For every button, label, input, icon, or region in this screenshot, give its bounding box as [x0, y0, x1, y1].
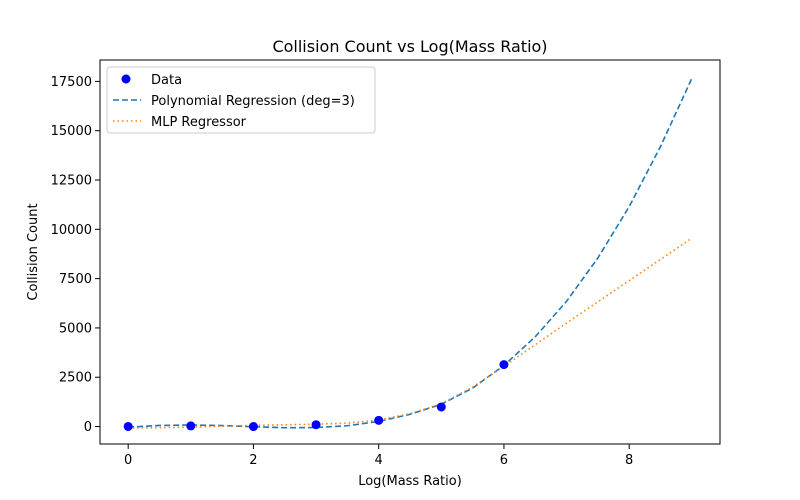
plot-frame: [99, 59, 721, 445]
y-tick-label: 10000: [51, 223, 92, 238]
y-tick-label: 17500: [51, 75, 92, 90]
y-tick-label: 5000: [59, 321, 92, 336]
y-tick-label: 0: [84, 420, 92, 435]
mlp-regressor-line: [128, 237, 693, 429]
legend-marker-data: [121, 74, 131, 84]
data-point: [499, 360, 509, 370]
x-tick-label: 0: [124, 453, 132, 468]
data-point: [374, 415, 384, 425]
legend: Data Polynomial Regression (deg=3) MLP Reg…: [106, 66, 376, 134]
data-point: [436, 402, 446, 412]
legend-label: Data: [151, 73, 182, 88]
legend-box: [106, 66, 376, 134]
x-tick-label: 2: [249, 453, 257, 468]
legend-label: MLP Regressor: [151, 115, 247, 130]
chart-title: Collision Count vs Log(Mass Ratio): [272, 37, 547, 56]
y-tick-label: 12500: [51, 174, 92, 189]
x-tick-label: 6: [500, 453, 508, 468]
data-point: [311, 420, 321, 430]
x-tick-label: 4: [375, 453, 383, 468]
polynomial-regression-line: [128, 78, 693, 429]
x-axis-label: Log(Mass Ratio): [358, 474, 462, 489]
y-axis-label: Collision Count: [26, 203, 41, 300]
data-point: [123, 421, 133, 431]
legend-label: Polynomial Regression (deg=3): [151, 94, 355, 109]
x-tick-label: 8: [625, 453, 633, 468]
y-tick-label: 2500: [59, 371, 92, 386]
plot-area: 0 2 4 6 8 0 2500 5000 7500 10000 12500 15000 17500: [51, 75, 693, 468]
y-tick-label: 15000: [51, 124, 92, 139]
data-point: [186, 421, 196, 431]
data-point: [248, 422, 258, 432]
y-tick-label: 7500: [59, 272, 92, 287]
